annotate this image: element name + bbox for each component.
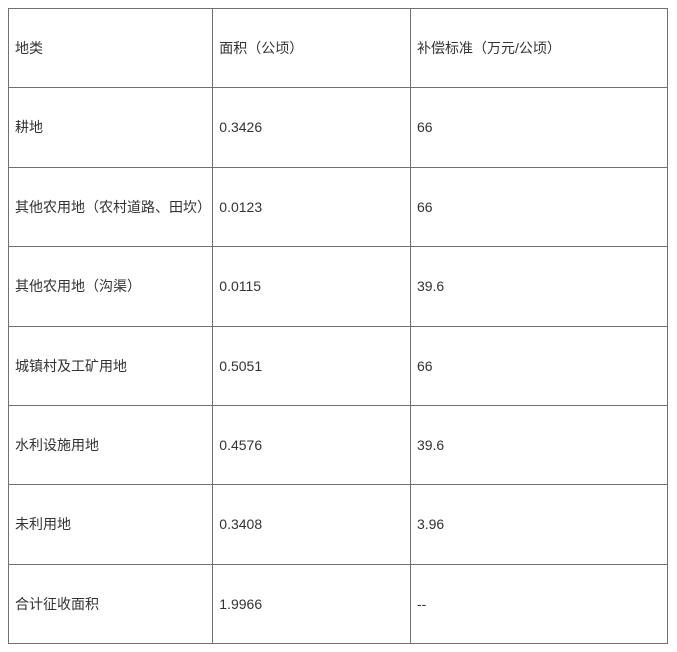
cell-area: 0.4576 — [213, 405, 411, 484]
table-row-total: 合计征收面积 1.9966 -- — [9, 564, 668, 643]
compensation-table: 地类 面积（公顷） 补偿标准（万元/公顷） 耕地 0.3426 66 其他农用地… — [8, 8, 668, 644]
cell-area: 0.0115 — [213, 247, 411, 326]
cell-category: 耕地 — [9, 88, 213, 167]
cell-category: 水利设施用地 — [9, 405, 213, 484]
table-row: 水利设施用地 0.4576 39.6 — [9, 405, 668, 484]
cell-category: 其他农用地（沟渠） — [9, 247, 213, 326]
compensation-table-container: 地类 面积（公顷） 补偿标准（万元/公顷） 耕地 0.3426 66 其他农用地… — [8, 8, 668, 644]
cell-rate: 66 — [410, 326, 667, 405]
cell-area: 1.9966 — [213, 564, 411, 643]
cell-area: 0.0123 — [213, 167, 411, 246]
cell-rate: 39.6 — [410, 405, 667, 484]
table-header-row: 地类 面积（公顷） 补偿标准（万元/公顷） — [9, 9, 668, 88]
cell-rate: -- — [410, 564, 667, 643]
cell-category: 未利用地 — [9, 485, 213, 564]
cell-category: 城镇村及工矿用地 — [9, 326, 213, 405]
cell-area: 0.3426 — [213, 88, 411, 167]
cell-rate: 66 — [410, 88, 667, 167]
table-row: 耕地 0.3426 66 — [9, 88, 668, 167]
table-row: 其他农用地（沟渠） 0.0115 39.6 — [9, 247, 668, 326]
cell-rate: 3.96 — [410, 485, 667, 564]
header-rate: 补偿标准（万元/公顷） — [410, 9, 667, 88]
table-row: 未利用地 0.3408 3.96 — [9, 485, 668, 564]
cell-area: 0.5051 — [213, 326, 411, 405]
cell-rate: 39.6 — [410, 247, 667, 326]
table-row: 城镇村及工矿用地 0.5051 66 — [9, 326, 668, 405]
cell-rate: 66 — [410, 167, 667, 246]
header-area: 面积（公顷） — [213, 9, 411, 88]
cell-category: 其他农用地（农村道路、田坎） — [9, 167, 213, 246]
cell-area: 0.3408 — [213, 485, 411, 564]
header-category: 地类 — [9, 9, 213, 88]
cell-category: 合计征收面积 — [9, 564, 213, 643]
table-row: 其他农用地（农村道路、田坎） 0.0123 66 — [9, 167, 668, 246]
